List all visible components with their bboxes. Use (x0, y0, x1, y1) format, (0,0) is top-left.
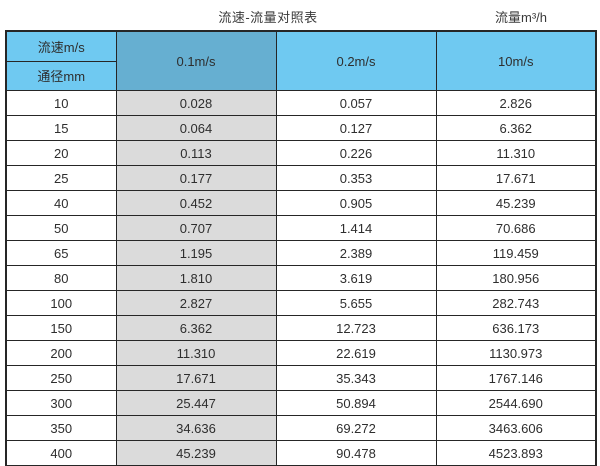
diameter-cell: 400 (5, 440, 117, 466)
diameter-cell: 50 (5, 215, 117, 241)
flow-value-cell: 6.362 (115, 315, 277, 341)
flow-value-cell: 45.239 (435, 190, 597, 216)
table-row: 20 0.113 0.226 11.310 (5, 140, 597, 166)
flow-value-cell: 69.272 (275, 415, 437, 441)
flow-value-cell: 0.452 (115, 190, 277, 216)
table-title: 流速-流量对照表 (218, 10, 318, 25)
flow-value-cell: 0.226 (275, 140, 437, 166)
column-header-velocity-0-2: 0.2m/s (275, 30, 437, 91)
diameter-cell: 20 (5, 140, 117, 166)
flow-value-cell: 6.362 (435, 115, 597, 141)
flow-value-cell: 119.459 (435, 240, 597, 266)
table-header: 流速m/s 0.1m/s 0.2m/s 10m/s 通径mm (5, 30, 597, 91)
flow-value-cell: 2.827 (115, 290, 277, 316)
flow-value-cell: 1.414 (275, 215, 437, 241)
table-row: 10 0.028 0.057 2.826 (5, 90, 597, 116)
flow-value-cell: 4523.893 (435, 440, 597, 466)
table-row: 300 25.447 50.894 2544.690 (5, 390, 597, 416)
flow-value-cell: 636.173 (435, 315, 597, 341)
table-row: 250 17.671 35.343 1767.146 (5, 365, 597, 391)
header-row-bottom: 通径mm (5, 60, 596, 91)
table-row: 100 2.827 5.655 282.743 (5, 290, 597, 316)
flow-value-cell: 11.310 (435, 140, 597, 166)
diameter-cell: 65 (5, 240, 117, 266)
column-header-velocity-10: 10m/s (435, 30, 597, 91)
diameter-cell: 15 (5, 115, 117, 141)
diameter-cell: 250 (5, 365, 117, 391)
flow-value-cell: 1.810 (115, 265, 277, 291)
flow-value-cell: 0.127 (275, 115, 437, 141)
flow-value-cell: 282.743 (435, 290, 597, 316)
flow-unit-label: 流量m³/h (494, 10, 548, 25)
diameter-cell: 350 (5, 415, 117, 441)
flow-value-cell: 45.239 (115, 440, 277, 466)
corner-flow-velocity-label: 流速m/s (5, 30, 117, 62)
flow-value-cell: 2.826 (435, 90, 597, 116)
flow-value-cell: 0.057 (275, 90, 437, 116)
flow-value-cell: 180.956 (435, 265, 597, 291)
flow-value-cell: 0.353 (275, 165, 437, 191)
table-row: 400 45.239 90.478 4523.893 (5, 440, 597, 466)
diameter-cell: 150 (5, 315, 117, 341)
flow-value-cell: 2.389 (275, 240, 437, 266)
flow-value-cell: 1130.973 (435, 340, 597, 366)
diameter-cell: 100 (5, 290, 117, 316)
diameter-cell: 200 (5, 340, 117, 366)
flow-value-cell: 0.905 (275, 190, 437, 216)
flow-value-cell: 0.707 (115, 215, 277, 241)
table-row: 200 11.310 22.619 1130.973 (5, 340, 597, 366)
flow-value-cell: 2544.690 (435, 390, 597, 416)
flow-value-cell: 1767.146 (435, 365, 597, 391)
table-row: 15 0.064 0.127 6.362 (5, 115, 597, 141)
caption-row: 流速-流量对照表 流量m³/h (0, 0, 600, 30)
flow-value-cell: 34.636 (115, 415, 277, 441)
flow-value-cell: 3.619 (275, 265, 437, 291)
flow-value-cell: 17.671 (435, 165, 597, 191)
diameter-cell: 40 (5, 190, 117, 216)
flow-value-cell: 22.619 (275, 340, 437, 366)
flow-value-cell: 90.478 (275, 440, 437, 466)
table-row: 40 0.452 0.905 45.239 (5, 190, 597, 216)
table-body: 10 0.028 0.057 2.826 15 0.064 0.127 6.362 20 0.11… (5, 90, 597, 466)
flow-value-cell: 70.686 (435, 215, 597, 241)
diameter-cell: 25 (5, 165, 117, 191)
flow-value-cell: 11.310 (115, 340, 277, 366)
flow-value-cell: 5.655 (275, 290, 437, 316)
flow-value-cell: 0.113 (115, 140, 277, 166)
flow-value-cell: 0.028 (115, 90, 277, 116)
flow-value-cell: 1.195 (115, 240, 277, 266)
header-row-top: 流速m/s 0.1m/s 0.2m/s 10m/s (5, 30, 597, 91)
diameter-cell: 10 (5, 90, 117, 116)
table-row: 80 1.810 3.619 180.956 (5, 265, 597, 291)
diameter-cell: 80 (5, 265, 117, 291)
table-row: 50 0.707 1.414 70.686 (5, 215, 597, 241)
column-header-velocity-0-1: 0.1m/s (115, 30, 277, 91)
flow-value-cell: 35.343 (275, 365, 437, 391)
flow-value-cell: 25.447 (115, 390, 277, 416)
flow-rate-table: 流速m/s 0.1m/s 0.2m/s 10m/s 通径mm 10 0.028 0.… (5, 30, 597, 466)
diameter-cell: 300 (5, 390, 117, 416)
table-row: 25 0.177 0.353 17.671 (5, 165, 597, 191)
flow-value-cell: 0.064 (115, 115, 277, 141)
table-row: 65 1.195 2.389 119.459 (5, 240, 597, 266)
flow-value-cell: 3463.606 (435, 415, 597, 441)
corner-diameter-label: 通径mm (5, 60, 117, 91)
table-row: 350 34.636 69.272 3463.606 (5, 415, 597, 441)
flow-value-cell: 0.177 (115, 165, 277, 191)
flow-value-cell: 12.723 (275, 315, 437, 341)
flow-value-cell: 50.894 (275, 390, 437, 416)
table-row: 150 6.362 12.723 636.173 (5, 315, 597, 341)
flow-value-cell: 17.671 (115, 365, 277, 391)
